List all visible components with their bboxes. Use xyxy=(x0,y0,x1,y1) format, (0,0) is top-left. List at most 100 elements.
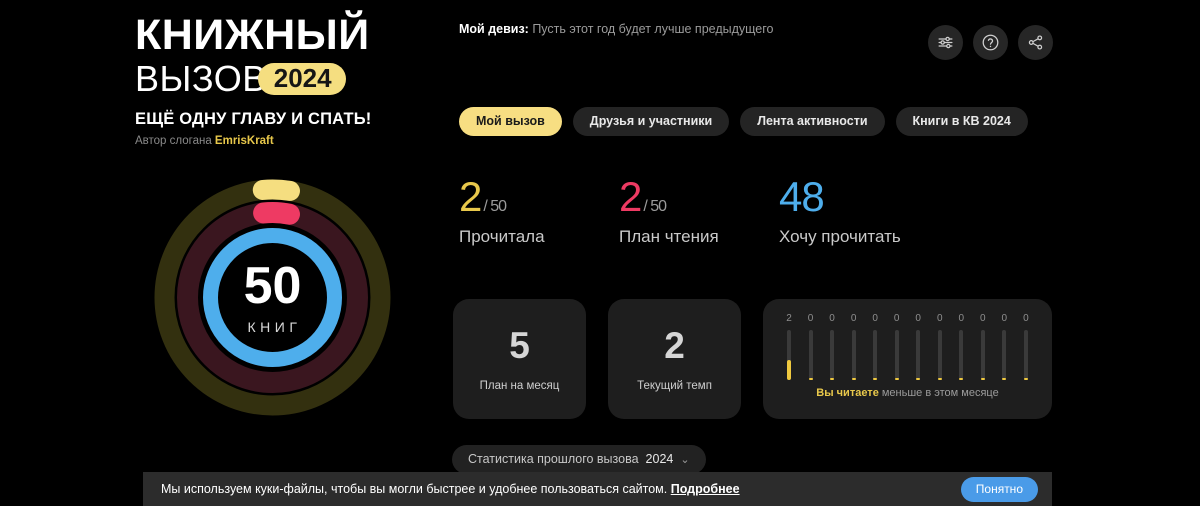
chart-bar-column[interactable] xyxy=(779,330,799,380)
dropdown-label: Статистика прошлого вызова xyxy=(468,452,639,466)
stat-read-value: 2 xyxy=(459,173,482,220)
chart-label: 0 xyxy=(829,313,835,324)
chart-bar-track xyxy=(916,330,921,380)
chart-bar-track xyxy=(959,330,964,380)
chart-bar-column[interactable] xyxy=(865,330,885,380)
chart-bar-track xyxy=(787,330,791,380)
stat-want-caption: Хочу прочитать xyxy=(779,227,901,246)
stat-read-denominator: / 50 xyxy=(483,198,507,215)
chart-label: 0 xyxy=(807,313,814,324)
ring-middle-progress xyxy=(177,202,368,393)
chevron-down-icon: ⌄ xyxy=(680,453,690,466)
chart-bar-track xyxy=(980,330,985,380)
brand-block: КНИЖНЫЙ ВЫЗОВ 2024 ЕЩЁ ОДНУ ГЛАВУ И СПАТ… xyxy=(135,11,405,148)
progress-ring-svg xyxy=(154,179,391,416)
chart-bar-fill xyxy=(980,377,985,380)
chart-bar-column[interactable] xyxy=(887,330,907,380)
chart-bar-column[interactable] xyxy=(844,330,864,380)
stat-plan-caption: План чтения xyxy=(619,227,719,246)
tab-bar: Мой вызов Друзья и участники Лента актив… xyxy=(459,107,1028,136)
stat-want-value-row: 48 xyxy=(779,176,939,218)
chart-bar-track xyxy=(894,330,899,380)
dropdown-selected-year: 2024 xyxy=(645,452,674,466)
progress-ring: 50 КНИГ xyxy=(150,175,395,420)
share-icon-button[interactable] xyxy=(1018,25,1053,60)
chart-bar-fill xyxy=(787,360,791,380)
chart-label: 0 xyxy=(980,313,986,324)
slogan-author-prefix: Автор слогана xyxy=(135,135,215,147)
chart-bar-column[interactable] xyxy=(930,330,950,380)
chart-bars xyxy=(777,324,1038,380)
stat-want-to-read: 48 Хочу прочитать xyxy=(779,176,939,247)
sliders-icon xyxy=(937,34,954,51)
stat-read-value-row: 2 / 50 xyxy=(459,176,619,218)
stat-read: 2 / 50 Прочитала xyxy=(459,176,619,247)
chart-label: 0 xyxy=(872,313,878,324)
stat-plan-denominator: / 50 xyxy=(643,198,667,215)
chart-bar-fill xyxy=(808,377,813,380)
help-icon-button[interactable] xyxy=(973,25,1008,60)
cookie-accept-button[interactable]: Понятно xyxy=(960,476,1038,502)
card-current-pace-caption: Текущий темп xyxy=(637,379,712,392)
chart-label: 0 xyxy=(915,313,921,324)
chart-bar-fill xyxy=(916,377,921,380)
cookie-banner: Мы используем куки-файлы, чтобы вы могли… xyxy=(143,472,1052,506)
metric-cards: 5 План на месяц 2 Текущий темп 2 0 0 0 0 0 0 0 0… xyxy=(453,299,1052,419)
motto-text: Пусть этот год будет лучше предыдущего xyxy=(528,22,774,36)
card-monthly-plan-caption: План на месяц xyxy=(479,379,560,392)
chart-bar-column[interactable] xyxy=(973,330,993,380)
tab-activity-feed[interactable]: Лента активности xyxy=(740,107,885,136)
stat-plan: 2 / 50 План чтения xyxy=(619,176,779,247)
card-current-pace-value: 2 xyxy=(664,324,685,366)
logo-year-badge: 2024 xyxy=(257,62,346,96)
chart-bar-column[interactable] xyxy=(1016,330,1036,380)
card-current-pace: 2 Текущий темп xyxy=(608,299,741,419)
chart-caption-highlight: Вы читаете xyxy=(816,387,879,399)
chart-bar-fill xyxy=(959,377,964,380)
chart-bar-column[interactable] xyxy=(951,330,971,380)
chart-bar-track xyxy=(1002,330,1007,380)
chart-bar-fill xyxy=(873,377,878,380)
chart-caption: Вы читаете меньше в этом месяце xyxy=(777,387,1038,399)
chart-bar-fill xyxy=(894,377,899,380)
chart-label: 0 xyxy=(850,313,857,324)
tab-friends-participants[interactable]: Друзья и участники xyxy=(572,107,730,136)
cookie-text: Мы используем куки-файлы, чтобы вы могли… xyxy=(161,482,740,496)
chart-label: 0 xyxy=(893,313,900,324)
stat-read-goal: 50 xyxy=(490,198,507,215)
chart-bar-fill xyxy=(937,377,942,380)
chart-bar-fill xyxy=(1023,377,1028,380)
stat-plan-goal: 50 xyxy=(650,198,667,215)
ring-inner-progress xyxy=(203,228,342,367)
logo-title-line2: ВЫЗОВ xyxy=(135,58,267,99)
chart-bar-fill xyxy=(830,377,835,380)
chart-bar-track xyxy=(937,330,942,380)
chart-bar-track xyxy=(830,330,835,380)
cookie-more-link[interactable]: Подробнее xyxy=(670,482,740,496)
chart-bar-track xyxy=(808,330,813,380)
stat-plan-value-row: 2 / 50 xyxy=(619,176,779,218)
chart-bar-column[interactable] xyxy=(801,330,821,380)
stat-read-caption: Прочитала xyxy=(459,227,545,246)
ring-outer-progress xyxy=(154,179,391,416)
chart-bar-fill xyxy=(1002,377,1007,380)
chart-bar-column[interactable] xyxy=(994,330,1014,380)
chart-value-labels: 2 0 0 0 0 0 0 0 0 0 0 0 xyxy=(777,313,1038,324)
chart-bar-column[interactable] xyxy=(822,330,842,380)
chart-caption-rest: меньше в этом месяце xyxy=(878,387,999,399)
chart-label: 0 xyxy=(936,313,943,324)
slogan-author: Автор слогана EmrisKraft xyxy=(135,135,405,147)
card-monthly-plan-value: 5 xyxy=(509,324,530,366)
chart-label: 0 xyxy=(1001,313,1008,324)
chart-bar-column[interactable] xyxy=(908,330,928,380)
past-challenge-stats-dropdown[interactable]: Статистика прошлого вызова 2024 ⌄ xyxy=(452,445,706,474)
chart-label: 0 xyxy=(958,313,965,324)
tab-books-2024[interactable]: Книги в КВ 2024 xyxy=(895,107,1028,136)
motto-label: Мой девиз: xyxy=(459,22,529,36)
logo-title-line1: КНИЖНЫЙ xyxy=(135,11,370,59)
tab-my-challenge[interactable]: Мой вызов xyxy=(459,107,562,136)
chart-label: 0 xyxy=(1023,313,1029,324)
logo-title-line2-row: ВЫЗОВ 2024 xyxy=(135,61,405,97)
sliders-icon-button[interactable] xyxy=(928,25,963,60)
